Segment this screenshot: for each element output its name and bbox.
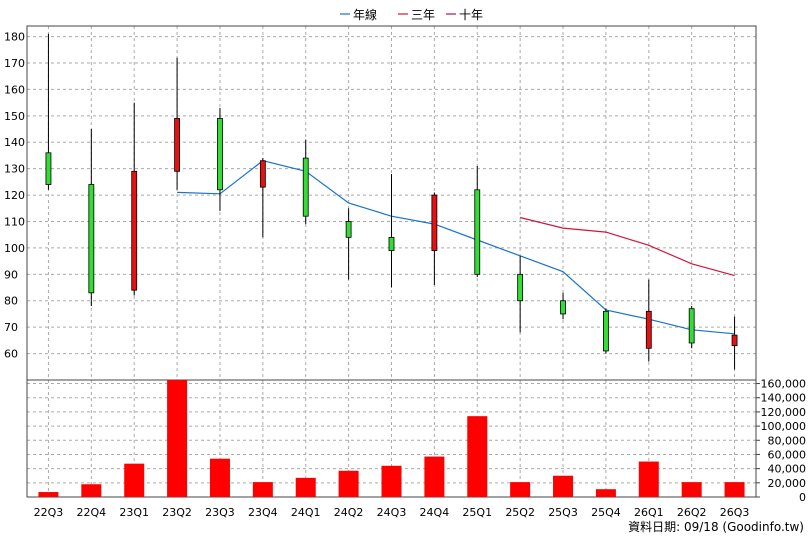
candle-body [517,273,524,302]
volume-bar [38,492,59,497]
volume-bar [81,484,102,497]
quarter-tick-label: 25Q4 [591,506,621,519]
candle-body [259,160,266,188]
volume-bar [724,482,745,497]
price-axis-labels: 60 70 80 90 100 110 120 130 140 150 160 170 180 [4,31,25,361]
volume-bar [681,482,702,497]
volume-bar [510,482,531,497]
ma-line-0 [177,160,735,335]
price-tick-label: 90 [4,268,18,281]
price-tick-label: 110 [4,215,25,228]
quarter-tick-label: 23Q1 [119,506,149,519]
legend-label: 年線 [353,7,377,22]
candle-body [131,170,138,291]
candle-body [431,194,438,251]
quarter-tick-label: 23Q2 [162,506,192,519]
quarter-tick-label: 22Q4 [76,506,106,519]
volume-bar [295,477,316,497]
quarter-tick-label: 25Q1 [462,506,492,519]
candle-body [345,221,352,238]
candle-body [560,300,566,315]
price-tick-label: 150 [4,110,25,123]
quarter-tick-label: 24Q4 [420,506,450,519]
quarter-tick-label: 26Q3 [720,506,750,519]
price-tick-label: 130 [4,163,25,176]
candle-body [474,189,481,275]
volume-tick-label: 100,000 [761,420,807,433]
moving-average-lines [177,160,735,335]
volume-bar [338,470,359,497]
volume-tick-label: 60,000 [768,448,807,461]
price-tick-label: 70 [4,321,18,334]
volume-tick-label: 20,000 [768,477,807,490]
volume-bar [595,489,616,497]
volume-bar [252,482,273,497]
volume-bar [553,475,574,497]
volume-tick-label: 0 [799,491,806,504]
price-tick-label: 160 [4,83,25,96]
price-tick-label: 170 [4,57,25,70]
candle-body [388,236,395,251]
ma-line-1 [519,216,735,277]
candle-body [645,310,652,349]
price-tick-label: 120 [4,189,25,202]
candle-body [174,118,180,172]
quarter-tick-label: 24Q3 [377,506,407,519]
price-tick-label: 140 [4,136,25,149]
price-tick-label: 180 [4,31,25,44]
quarter-axis-labels: 22Q3 22Q4 23Q1 23Q2 23Q3 23Q4 24Q1 24Q2 24Q3 24Q4… [34,506,750,519]
volume-bar [638,461,659,497]
price-tick-label: 100 [4,242,25,255]
volume-tick-label: 140,000 [761,392,807,405]
candle-body [217,118,223,191]
volume-tick-label: 80,000 [768,434,807,447]
quarter-tick-label: 25Q2 [505,506,535,519]
quarter-tick-label: 22Q3 [34,506,64,519]
quarter-tick-label: 24Q2 [334,506,364,519]
volume-tick-label: 40,000 [768,463,807,476]
volume-bar [209,458,230,497]
quarter-tick-label: 23Q3 [205,506,235,519]
quarter-tick-label: 24Q1 [291,506,321,519]
legend-label: 三年 [411,8,435,22]
price-tick-label: 60 [4,348,18,361]
quarter-tick-label: 25Q3 [548,506,578,519]
quarter-tick-label: 26Q2 [677,506,707,519]
volume-bars [38,380,745,497]
candle-body [731,334,738,347]
volume-bar [424,456,445,497]
candle-body [603,310,609,352]
legend: 年線 三年 十年 [340,7,483,22]
volume-tick-label: 120,000 [761,406,807,419]
quarter-tick-label: 26Q1 [634,506,664,519]
volume-bar [381,465,402,497]
volume-bar [467,416,488,497]
quarter-tick-label: 23Q4 [248,506,278,519]
volume-tick-label: 160,000 [761,378,807,391]
candlesticks [45,33,738,370]
volume-axis-labels: 020,00040,00060,00080,000100,000120,0001… [756,378,806,504]
legend-label: 十年 [459,8,483,22]
data-date-footer: 資料日期: 09/18 (Goodinfo.tw) [628,520,804,534]
price-tick-label: 80 [4,295,18,308]
candle-body [302,157,309,217]
candle-body [688,308,695,344]
volume-bar [124,463,145,497]
volume-bar [167,380,188,497]
candle-body [45,152,52,185]
candle-body [88,184,95,294]
